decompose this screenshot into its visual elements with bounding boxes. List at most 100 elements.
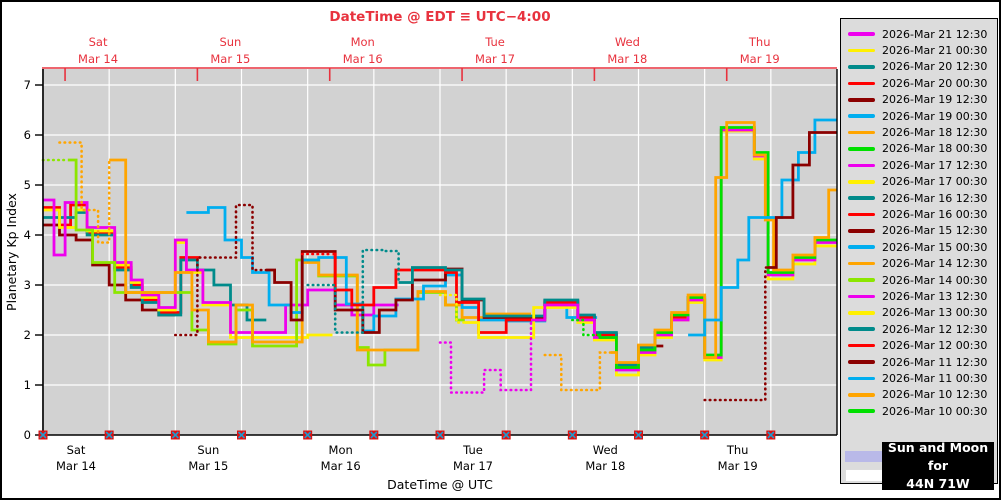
sun-moon-line1: Sun and Moon for [887,439,989,473]
forecast-line-dotted [174,203,268,337]
marker-x-icon [171,431,179,439]
legend-label: 2026-Mar 20 12:30 [882,60,988,74]
y-tick-label: 2 [24,328,31,342]
legend-color-swatch [848,376,875,381]
legend-item: 2026-Mar 11 00:30 [841,370,997,386]
forecast-legend: 2026-Mar 21 12:30 2026-Mar 21 00:30 2026-M… [840,18,998,484]
marker-x-icon [767,431,775,439]
forecast-line [610,121,837,364]
marker-x-icon [39,431,47,439]
legend-color-swatch [848,392,875,397]
legend-color-swatch [848,179,875,184]
y-tick-label: 6 [24,128,31,142]
legend-item: 2026-Mar 17 12:30 [841,157,997,173]
legend-label: 2026-Mar 10 00:30 [882,404,988,418]
utc-day-label: Tue [462,443,483,457]
legend-item: 2026-Mar 10 00:30 [841,403,997,419]
y-tick-label: 7 [24,78,31,92]
legend-item: 2026-Mar 16 12:30 [841,190,997,206]
legend-color-swatch [848,65,875,69]
forecast-line-dotted [438,318,533,394]
legend-color-swatch [848,245,875,250]
legend-label: 2026-Mar 19 00:30 [882,109,988,123]
utc-date-label: Mar 17 [453,459,493,473]
legend-item: 2026-Mar 14 00:30 [841,272,997,288]
legend-item: 2026-Mar 18 12:30 [841,124,997,140]
legend-label: 2026-Mar 21 00:30 [882,44,988,58]
y-axis-title: Planetary Kp Index [4,193,19,311]
legend-label: 2026-Mar 14 12:30 [882,257,988,271]
forecast-line-dotted [703,266,769,402]
edt-date-label: Mar 17 [475,52,515,66]
legend-label: 2026-Mar 11 12:30 [882,355,988,369]
marker-x-icon [701,431,709,439]
legend-label: 2026-Mar 17 00:30 [882,175,988,189]
edt-date-label: Mar 18 [607,52,647,66]
utc-date-label: Mar 19 [718,459,758,473]
edt-date-label: Mar 19 [740,52,780,66]
legend-label: 2026-Mar 18 00:30 [882,142,988,156]
legend-label: 2026-Mar 11 00:30 [882,371,988,385]
marker-x-icon [568,431,576,439]
edt-day-label: Thu [748,35,771,49]
edt-date-label: Mar 16 [343,52,383,66]
legend-label: 2026-Mar 13 12:30 [882,289,988,303]
legend-item: 2026-Mar 12 00:30 [841,337,997,353]
legend-item: 2026-Mar 17 00:30 [841,174,997,190]
utc-date-label: Mar 18 [585,459,625,473]
forecast-line [597,126,837,369]
legend-label: 2026-Mar 13 00:30 [882,306,988,320]
forecast-line-dotted [58,141,111,244]
legend-item: 2026-Mar 20 12:30 [841,59,997,75]
legend-label: 2026-Mar 12 12:30 [882,322,988,336]
legend-item: 2026-Mar 14 12:30 [841,255,997,271]
forecast-line [767,131,837,269]
y-tick-label: 1 [24,378,31,392]
legend-color-swatch [848,261,875,266]
legend-item: 2026-Mar 21 00:30 [841,42,997,58]
legend-label: 2026-Mar 18 12:30 [882,126,988,140]
marker-x-icon [370,431,378,439]
legend-color-swatch [848,343,875,348]
forecast-line [688,118,837,337]
utc-date-label: Mar 16 [321,459,361,473]
legend-color-swatch [848,311,875,315]
legend-color-swatch [848,360,875,364]
legend-color-swatch [848,32,875,36]
marker-x-icon [634,431,643,439]
legend-color-swatch [848,81,875,86]
edt-day-label: Wed [615,35,640,49]
legend-color-swatch [848,229,875,233]
utc-day-label: Wed [593,443,618,457]
forecast-line-dotted [438,293,467,324]
edt-date-label: Mar 15 [210,52,250,66]
legend-item: 2026-Mar 13 12:30 [841,288,997,304]
legend-color-swatch [848,294,875,299]
marker-x-icon [502,431,510,439]
marker-x-icon [105,431,113,439]
legend-label: 2026-Mar 16 00:30 [882,207,988,221]
legend-color-swatch [848,196,875,200]
legend-color-swatch [848,130,875,135]
legend-label: 2026-Mar 21 12:30 [882,27,988,41]
edt-day-label: Sun [219,35,241,49]
legend-item: 2026-Mar 18 00:30 [841,141,997,157]
legend-color-swatch [848,147,875,151]
legend-color-swatch [848,409,875,413]
legend-item: 2026-Mar 15 12:30 [841,223,997,239]
legend-color-swatch [848,97,875,102]
legend-label: 2026-Mar 14 00:30 [882,273,988,287]
legend-label: 2026-Mar 15 12:30 [882,224,988,238]
legend-label: 2026-Mar 20 00:30 [882,76,988,90]
legend-label: 2026-Mar 19 12:30 [882,93,988,107]
forecast-line [43,223,176,317]
utc-day-label: Mon [329,443,353,457]
edt-day-label: Mon [351,35,375,49]
marker-x-icon [237,431,246,439]
legend-label: 2026-Mar 17 12:30 [882,158,988,172]
x-axis-title: DateTime @ UTC [387,477,493,492]
legend-item: 2026-Mar 19 12:30 [841,92,997,108]
y-tick-label: 3 [24,278,31,292]
